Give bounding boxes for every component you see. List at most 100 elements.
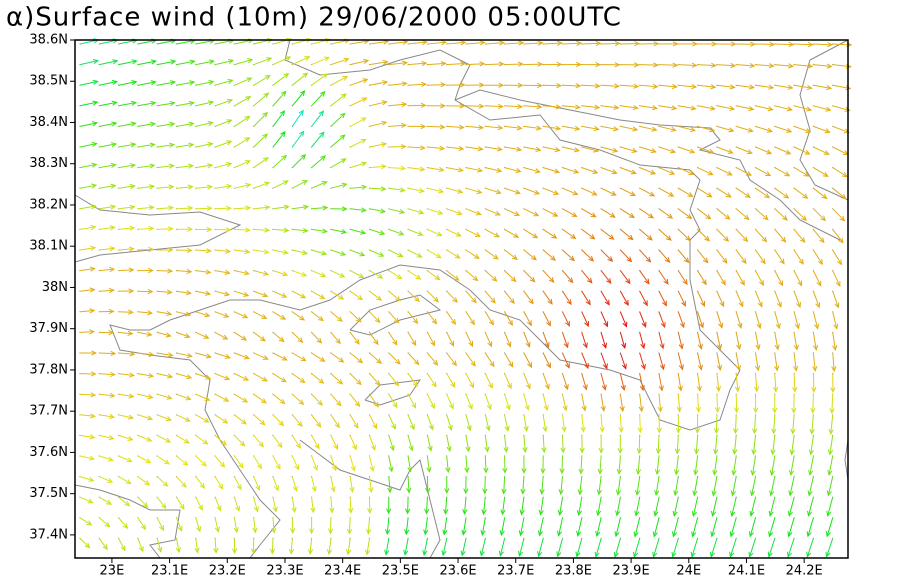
wind-arrow [562, 167, 579, 174]
wind-arrow [234, 207, 251, 210]
arrow-head [723, 236, 730, 242]
arrow-head [395, 295, 402, 302]
wind-arrow [291, 393, 304, 405]
wind-arrow [369, 249, 384, 257]
arrow-head [702, 257, 709, 264]
wind-arrow [519, 538, 525, 557]
arrow-head [651, 126, 658, 132]
arrow-head [259, 419, 266, 426]
wind-arrow [794, 64, 813, 67]
wind-arrow [755, 208, 769, 221]
wind-arrow [619, 332, 626, 349]
arrow-head [516, 125, 523, 131]
arrow-head [786, 127, 793, 133]
arrow-head [541, 447, 547, 454]
arrow-head [709, 105, 716, 111]
wind-arrow [755, 146, 772, 154]
arrow-head [794, 323, 800, 330]
wind-arrow [504, 125, 522, 129]
wind-arrow [118, 248, 134, 251]
wind-arrow [311, 228, 327, 233]
wind-arrow [156, 476, 168, 487]
arrow-head [733, 428, 739, 435]
arrow-head [129, 372, 136, 378]
wind-arrow [195, 352, 211, 358]
wind-arrow [137, 102, 156, 107]
wind-arrow [832, 208, 845, 222]
arrow-head [346, 528, 353, 535]
arrow-head [835, 280, 841, 288]
wind-arrow [330, 270, 345, 278]
wind-arrow [157, 144, 174, 148]
wind-arrow [330, 497, 333, 513]
arrow-head [169, 80, 176, 86]
arrow-head [373, 339, 379, 346]
wind-arrow [408, 187, 424, 192]
wind-arrow [176, 352, 192, 357]
arrow-head [226, 119, 233, 125]
wind-arrow [99, 81, 118, 86]
wind-arrow [678, 125, 696, 132]
arrow-head [780, 236, 787, 243]
wind-arrow [99, 226, 115, 230]
wind-arrow [369, 228, 385, 235]
arrow-head [765, 171, 772, 177]
wind-arrow [311, 56, 330, 66]
arrow-head [363, 58, 370, 65]
wind-arrow [311, 497, 314, 513]
arrow-head [536, 82, 543, 89]
arrow-head [598, 447, 604, 454]
wind-arrow [176, 476, 187, 488]
wind-arrow [827, 497, 834, 516]
arrow-head [275, 463, 281, 470]
arrow-head [537, 61, 544, 67]
arrow-head [305, 37, 312, 43]
arrow-head [329, 507, 335, 514]
wind-arrow [311, 352, 325, 362]
arrow-head [109, 266, 116, 273]
wind-arrow [581, 84, 600, 87]
wind-arrow [330, 290, 344, 300]
wind-arrow [427, 290, 439, 303]
wind-arrow [482, 497, 486, 515]
arrow-head [672, 62, 679, 68]
wind-arrow [176, 122, 194, 127]
wind-arrow [600, 187, 617, 196]
wind-arrow [157, 102, 175, 107]
arrow-head [553, 190, 560, 195]
arrow-head [502, 467, 508, 474]
wind-arrow [369, 476, 372, 493]
arrow-head [550, 255, 556, 261]
arrow-head [206, 248, 213, 254]
arrow-head [90, 204, 97, 210]
wind-arrow [465, 125, 484, 129]
wind-arrow [581, 414, 585, 432]
wind-arrow [272, 110, 285, 127]
wind-arrow [350, 228, 366, 234]
wind-arrow [832, 352, 835, 371]
arrow-head [216, 505, 222, 512]
arrow-head [525, 383, 531, 390]
wind-arrow [619, 290, 629, 306]
wind-arrow [137, 185, 155, 189]
x-tick-label: 23.9E [613, 564, 650, 579]
wind-arrow [504, 394, 510, 410]
arrow-head [224, 353, 231, 359]
arrow-head [517, 61, 524, 67]
arrow-head [166, 394, 173, 400]
arrow-head [108, 308, 115, 315]
wind-arrow [677, 352, 683, 370]
wind-arrow [349, 414, 359, 429]
arrow-head [89, 329, 95, 335]
wind-arrow [272, 311, 286, 320]
wind-arrow [176, 81, 195, 86]
wind-arrow [311, 414, 321, 428]
arrow-head [122, 523, 129, 529]
arrow-head [301, 271, 308, 277]
wind-arrow [79, 163, 97, 169]
wind-arrow [787, 538, 795, 557]
arrow-head [544, 383, 550, 390]
arrow-head [130, 121, 137, 127]
wind-arrow [407, 476, 410, 493]
wind-arrow [118, 81, 137, 86]
